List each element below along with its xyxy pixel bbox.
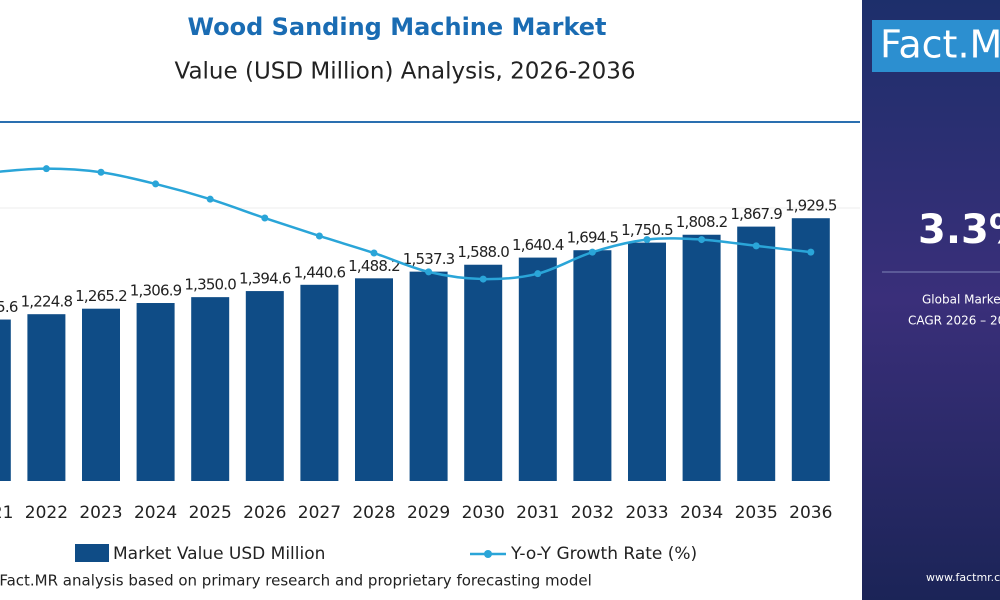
data-label: 1,350.0: [184, 276, 236, 294]
logo: Fact.MR: [880, 23, 1000, 67]
cagr-label: CAGR 2026 – 2036: [908, 314, 1000, 328]
growth-point: [206, 195, 214, 203]
bar: [136, 303, 175, 481]
legend-label: Market Value USD Million: [113, 544, 325, 564]
x-tick-label: 2031: [516, 503, 559, 523]
data-label: 1,440.6: [294, 263, 346, 281]
x-tick-label: 2034: [680, 503, 723, 523]
bar: [682, 234, 721, 481]
data-label: 1,588.0: [457, 243, 509, 261]
x-tick-label: 2025: [189, 503, 232, 523]
data-label: 1,750.5: [621, 221, 673, 239]
x-tick-label: 2021: [0, 503, 13, 523]
x-tick-label: 2032: [571, 503, 614, 523]
growth-point: [752, 242, 760, 250]
data-label: 1,488.2: [348, 257, 400, 275]
data-label: 1,224.8: [21, 293, 73, 311]
data-label: 1,694.5: [567, 229, 619, 247]
legend-label: Y-o-Y Growth Rate (%): [510, 544, 697, 564]
x-tick-label: 2022: [25, 503, 68, 523]
growth-point: [698, 236, 706, 244]
logo-box: [872, 20, 1000, 72]
cagr-label: Global Market: [922, 293, 1000, 307]
x-tick-label: 2023: [79, 503, 122, 523]
growth-point: [370, 249, 378, 257]
bar: [27, 314, 66, 481]
bar: [573, 250, 612, 481]
website: www.factmr.com: [926, 571, 1000, 584]
x-tick-label: 2026: [243, 503, 286, 523]
data-label: 1,306.9: [130, 282, 182, 300]
x-tick-label: 2024: [134, 503, 177, 523]
data-label: 1,867.9: [730, 205, 782, 223]
x-tick-label: 2030: [462, 503, 505, 523]
source-note: Source: Fact.MR analysis based on primar…: [0, 572, 592, 590]
legend-swatch: [484, 550, 492, 558]
growth-point: [315, 232, 323, 240]
data-label: 1,640.4: [512, 236, 564, 254]
growth-point: [534, 270, 542, 278]
data-label: 1,808.2: [676, 213, 728, 231]
growth-point: [97, 168, 105, 176]
data-label: 1,537.3: [403, 250, 455, 268]
bar: [518, 257, 557, 481]
bar: [300, 284, 339, 481]
bar: [0, 319, 11, 481]
x-tick-label: 2027: [298, 503, 341, 523]
bar: [191, 297, 230, 481]
data-label: 1,929.5: [785, 197, 837, 215]
x-tick-label: 2036: [789, 503, 832, 523]
growth-line: [0, 167, 811, 281]
data-label: 1,265.2: [75, 287, 127, 305]
data-label: 1,185.6: [0, 298, 18, 316]
growth-point: [807, 248, 815, 256]
growth-point: [152, 180, 160, 188]
x-tick-label: 2029: [407, 503, 450, 523]
bar: [409, 271, 448, 481]
growth-point: [425, 268, 433, 276]
bar: [355, 278, 393, 481]
growth-point: [479, 275, 487, 283]
x-tick-label: 2033: [625, 503, 668, 523]
x-tick-label: 2028: [352, 503, 395, 523]
growth-point: [643, 236, 651, 244]
cagr-value: 3.3%: [918, 207, 1000, 253]
bar: [464, 264, 503, 481]
chart-title: Wood Sanding Machine Market: [187, 13, 606, 41]
bar: [737, 226, 776, 481]
growth-point: [261, 214, 269, 222]
growth-point: [588, 248, 596, 256]
data-label: 1,394.6: [239, 270, 291, 288]
x-tick-label: 2035: [735, 503, 778, 523]
bar: [791, 218, 830, 481]
legend-swatch: [75, 544, 109, 562]
side-panel: [862, 0, 1000, 600]
bar: [245, 291, 284, 481]
bar: [628, 242, 666, 481]
growth-point: [42, 165, 50, 173]
bar: [82, 308, 120, 481]
chart-subtitle: Value (USD Million) Analysis, 2026-2036: [175, 59, 636, 85]
